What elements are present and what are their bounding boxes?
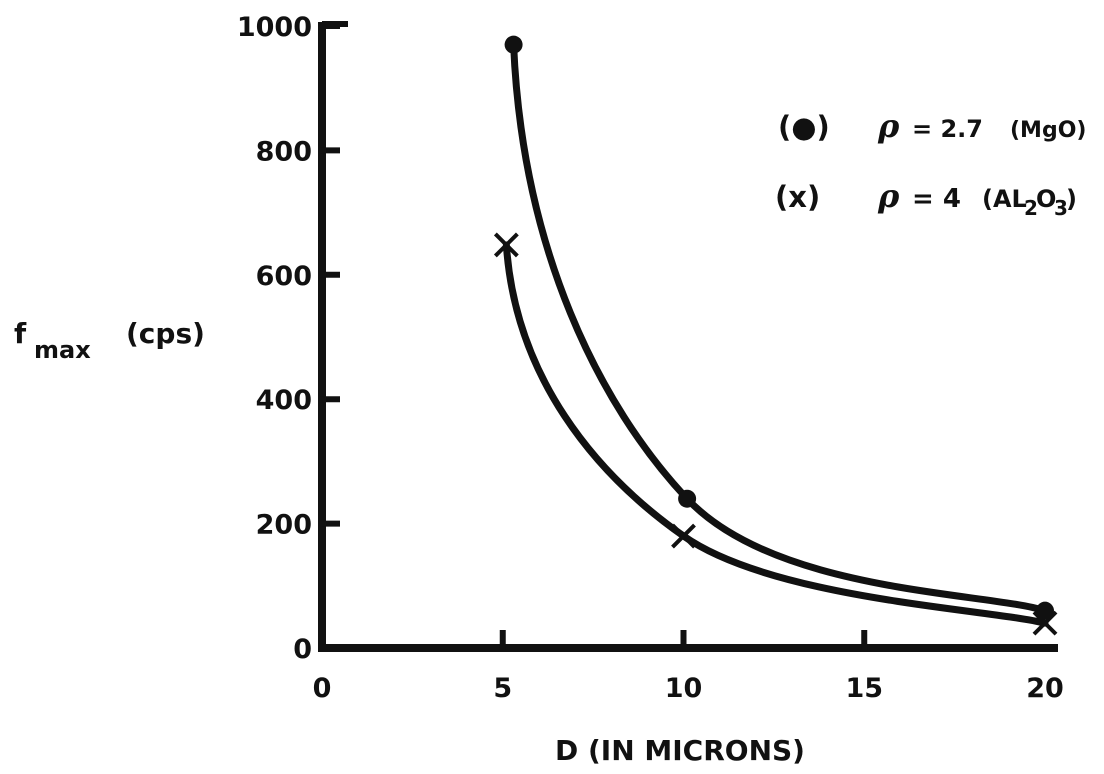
x-tick-label-20: 20 bbox=[1026, 673, 1064, 704]
legend-entry-mgo: (●) ρ = 2.7 (MgO) bbox=[778, 107, 1086, 145]
y-tick-label-200: 200 bbox=[256, 510, 312, 541]
legend-mgo-value: = 2.7 bbox=[912, 115, 983, 143]
y-tick-label-800: 800 bbox=[256, 136, 312, 167]
marker-circle-0-2 bbox=[1036, 601, 1054, 620]
legend-entry-al2o3: (x) ρ = 4 (AL 2 O 3 ) bbox=[775, 177, 1077, 220]
marker-x-1-1 bbox=[671, 523, 696, 549]
x-tick-label-5: 5 bbox=[493, 673, 512, 704]
x-tick-label-10: 10 bbox=[665, 673, 703, 704]
x-axis-label: D (IN MICRONS) bbox=[555, 734, 805, 767]
marker-circle-0-1 bbox=[678, 489, 697, 508]
y-axis-label: f max (cps) bbox=[14, 317, 205, 364]
curve-series-1 bbox=[502, 241, 1049, 627]
legend-al2o3-subscript-3: 3 bbox=[1054, 196, 1068, 220]
y-tick-label-0: 0 bbox=[293, 634, 312, 665]
x-ticks: 0 5 10 15 20 bbox=[313, 630, 1064, 704]
y-axis-label-main: f bbox=[14, 317, 27, 350]
legend-al2o3-material-o: O bbox=[1036, 185, 1056, 213]
markers bbox=[493, 35, 1058, 636]
x-tick-label-0: 0 bbox=[313, 673, 332, 704]
legend-mgo-symbol: (●) bbox=[778, 110, 830, 144]
legend-al2o3-symbol: (x) bbox=[775, 180, 820, 214]
legend-al2o3-material-close: ) bbox=[1066, 185, 1077, 213]
marker-circle-0-0 bbox=[504, 35, 523, 54]
y-tick-label-400: 400 bbox=[256, 385, 312, 416]
legend-al2o3-rho: ρ bbox=[877, 177, 900, 215]
legend: (●) ρ = 2.7 (MgO) (x) ρ = 4 (AL 2 O 3 ) bbox=[775, 107, 1086, 220]
y-ticks: 0 200 400 600 800 1000 bbox=[237, 12, 340, 665]
y-tick-label-1000: 1000 bbox=[237, 12, 312, 43]
legend-al2o3-subscript-2: 2 bbox=[1024, 196, 1038, 220]
y-axis-label-unit: (cps) bbox=[126, 317, 205, 350]
marker-x-1-2 bbox=[1032, 610, 1058, 636]
x-tick-label-15: 15 bbox=[845, 673, 883, 704]
legend-al2o3-value: = 4 bbox=[912, 184, 961, 214]
legend-al2o3-material-open: (AL bbox=[982, 185, 1027, 213]
legend-mgo-rho: ρ bbox=[877, 107, 900, 145]
y-tick-label-600: 600 bbox=[256, 261, 312, 292]
y-axis-label-subscript: max bbox=[34, 336, 91, 364]
marker-x-1-0 bbox=[493, 232, 519, 258]
legend-mgo-material: (MgO) bbox=[1010, 118, 1086, 143]
